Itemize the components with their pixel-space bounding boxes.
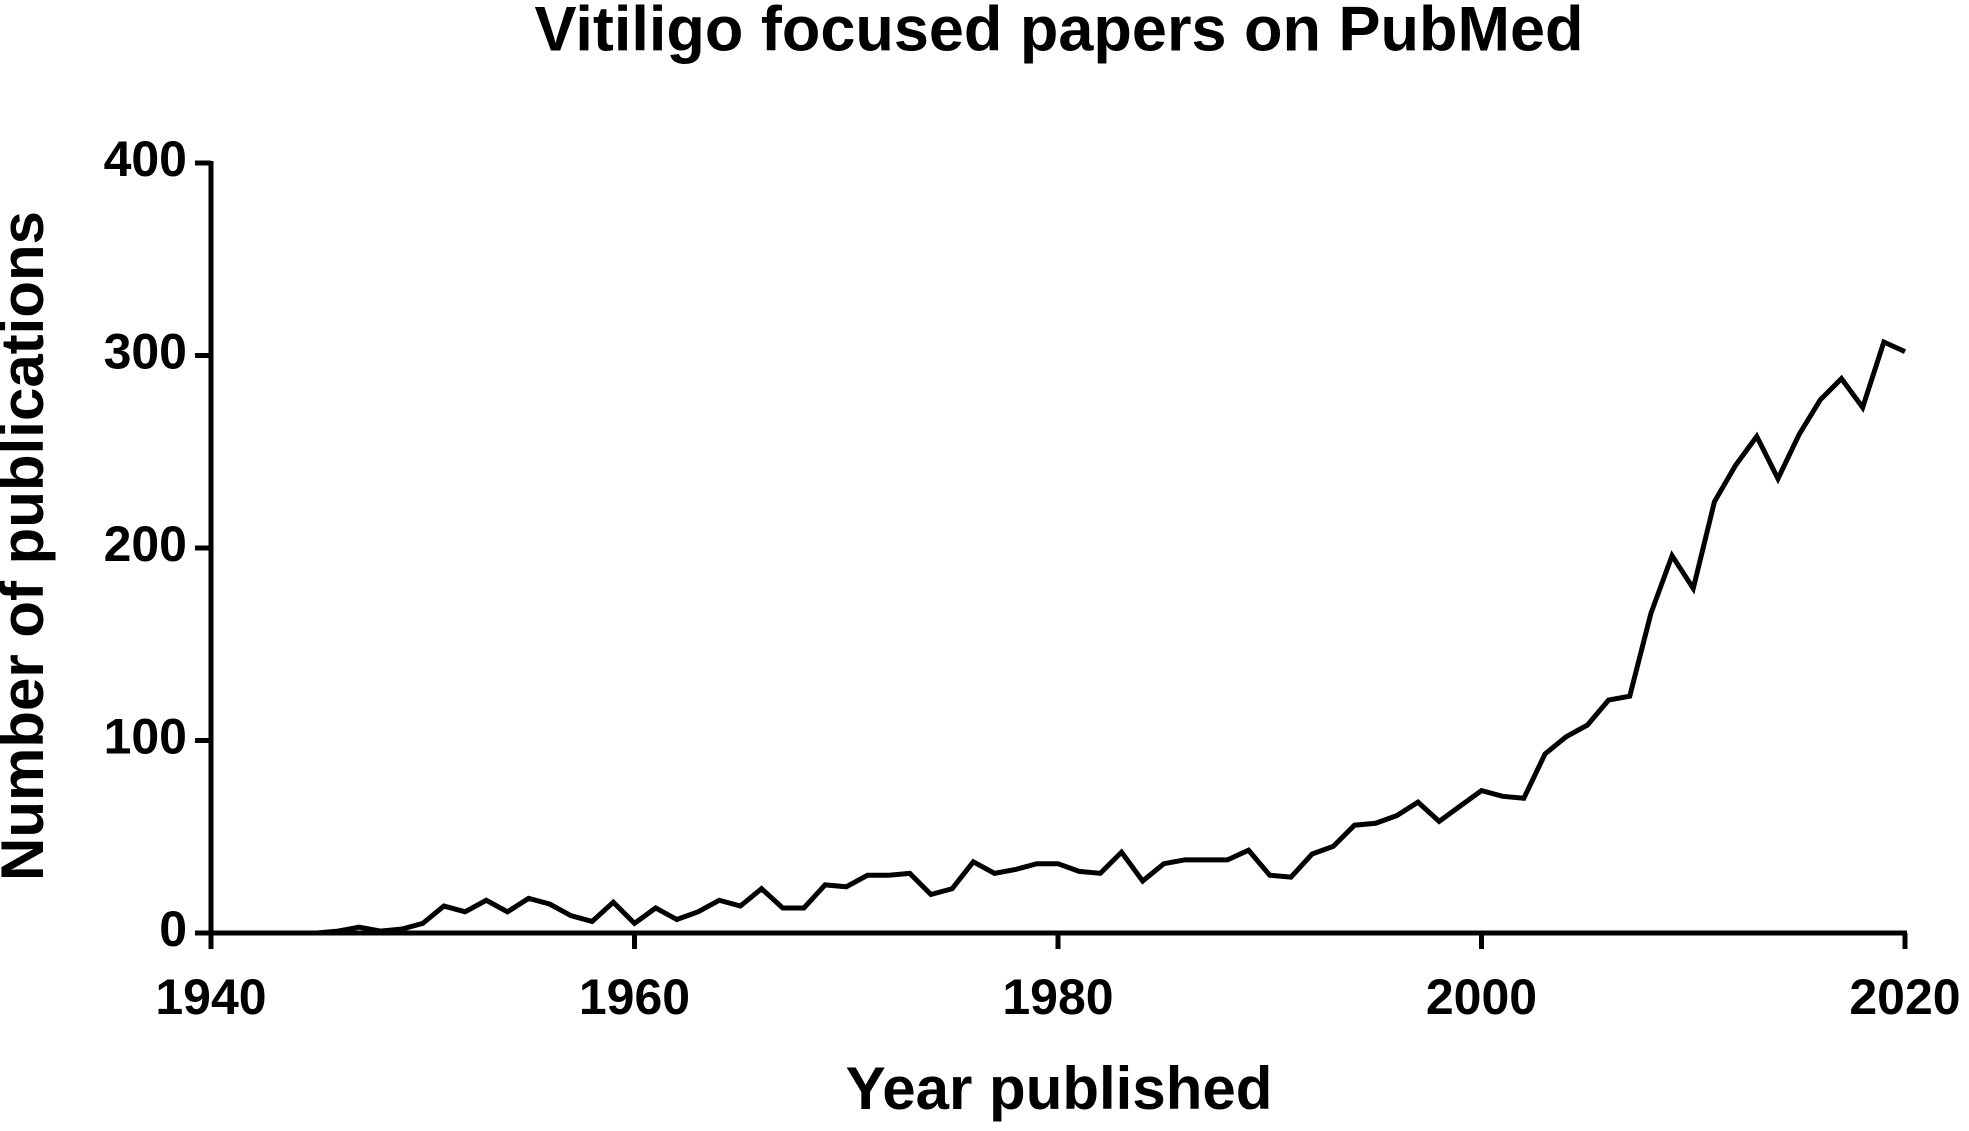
y-tick-label: 300: [104, 324, 187, 380]
x-tick-label: 1980: [1002, 969, 1113, 1025]
x-axis-label: Year published: [846, 1055, 1273, 1122]
y-axis-label: Number of publications: [0, 211, 56, 881]
y-tick-label: 100: [104, 709, 187, 765]
x-tick-label: 2000: [1426, 969, 1537, 1025]
data-line: [211, 338, 1907, 936]
chart-title: Vitiligo focused papers on PubMed: [535, 0, 1584, 65]
x-tick-label: 1940: [155, 969, 266, 1025]
y-tick-label: 400: [104, 131, 187, 187]
y-tick-label: 0: [159, 901, 187, 957]
y-tick-label: 200: [104, 516, 187, 572]
x-tick-label: 2020: [1849, 969, 1960, 1025]
x-tick-label: 1960: [579, 969, 690, 1025]
